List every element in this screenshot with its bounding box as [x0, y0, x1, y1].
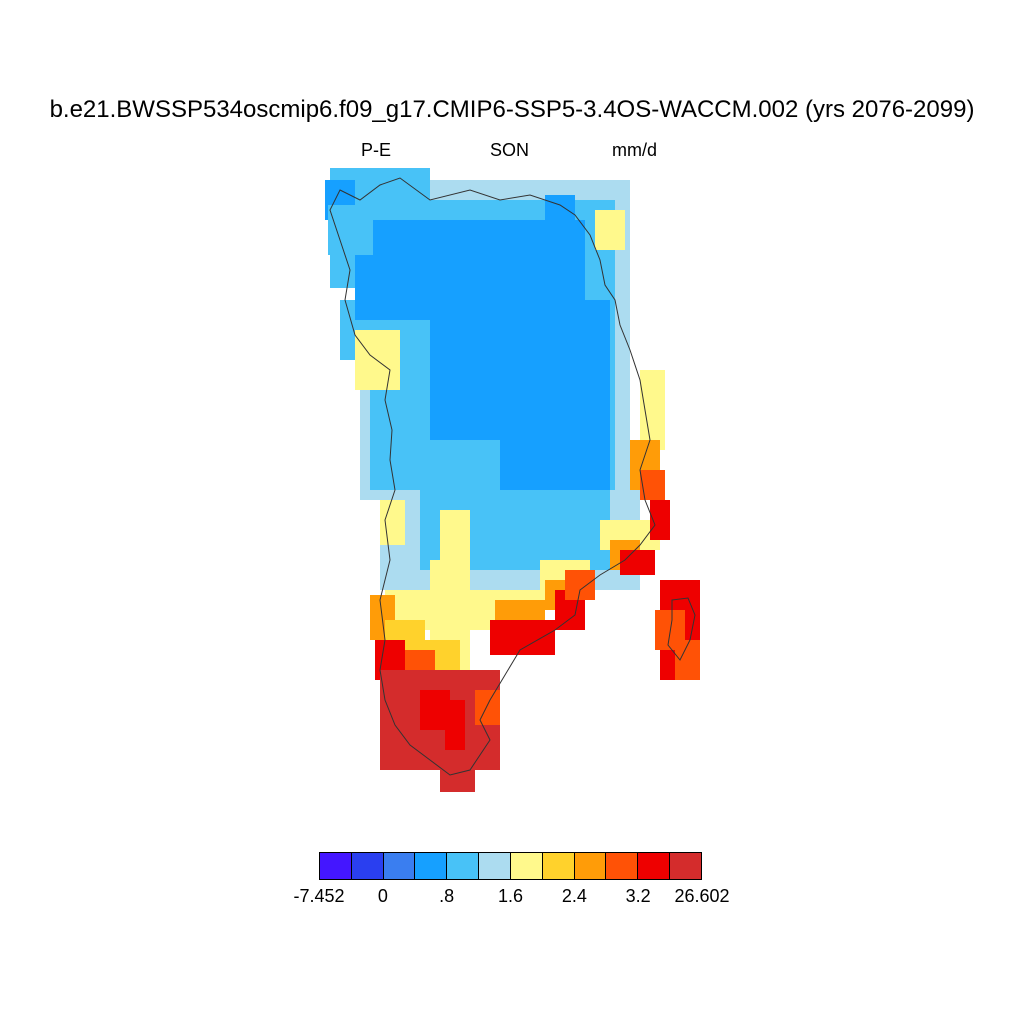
colorbar-tick-label: 2.4 — [561, 886, 587, 906]
season-label: SON — [490, 140, 530, 160]
map-cell — [355, 330, 400, 390]
colorbar-swatch — [320, 853, 352, 879]
map-cell — [565, 570, 595, 600]
colorbar-swatch — [606, 853, 639, 879]
coastline — [329, 177, 656, 776]
colorbar-swatch — [383, 853, 416, 879]
map-cell — [640, 370, 665, 450]
colorbar-swatch — [574, 853, 607, 879]
units-label: mm/d — [612, 140, 657, 160]
plot-title: b.e21.BWSSP534oscmip6.f09_g17.CMIP6-SSP5… — [49, 96, 975, 123]
map-cell — [380, 500, 405, 545]
colorbar-tick-label: 1.6 — [497, 886, 524, 906]
map-cell — [475, 690, 500, 725]
coastline-island — [667, 597, 696, 661]
map-cell — [445, 700, 465, 750]
colorbar-swatch — [415, 853, 448, 879]
map-cells — [325, 168, 700, 792]
colorbar-swatch — [447, 853, 480, 879]
colorbar-swatch — [351, 853, 384, 879]
colorbar-swatch — [670, 853, 701, 879]
map-cell — [440, 760, 475, 792]
colorbar-tick-label: 0 — [377, 886, 388, 906]
map-cell — [650, 500, 670, 540]
colorbar-swatch — [542, 853, 575, 879]
colorbar-swatch — [510, 853, 543, 879]
colorbar-tick-label: -7.452 — [293, 886, 345, 906]
colorbar-tick-label: 3.2 — [625, 886, 651, 906]
map-cell — [500, 420, 610, 490]
map-cell — [328, 205, 373, 255]
map-cell — [620, 550, 655, 575]
map-cell — [430, 300, 610, 440]
colorbar-tick-label: 26.602 — [674, 886, 730, 906]
colorbar-tick-label: .8 — [439, 886, 455, 906]
colorbar — [319, 852, 702, 880]
map-cell — [595, 210, 625, 250]
colorbar-swatch — [479, 853, 511, 879]
colorbar-swatch — [638, 853, 671, 879]
variable-label: P-E — [361, 140, 392, 160]
map-cell — [490, 620, 555, 655]
map-cell — [675, 640, 700, 680]
